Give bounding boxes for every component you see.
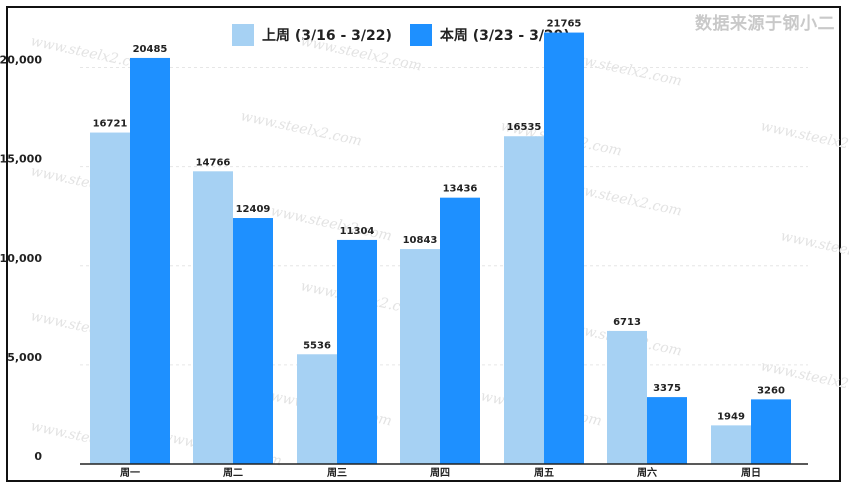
legend-swatch-last-week	[232, 24, 254, 46]
watermark-text: www.steelx2.com	[239, 108, 363, 149]
bar-last-week[interactable]	[607, 330, 647, 464]
bar-this-week[interactable]	[337, 239, 377, 464]
bar-this-week[interactable]	[647, 397, 687, 464]
bar-this-week[interactable]	[544, 32, 584, 464]
y-tick-label: 20,000	[0, 54, 42, 67]
y-tick-label: 0	[34, 450, 42, 463]
bar-this-week[interactable]	[751, 399, 791, 464]
bar-last-week[interactable]	[711, 425, 751, 464]
bar-last-week[interactable]	[193, 171, 233, 465]
y-tick-label: 5,000	[7, 351, 42, 364]
bar-value-label: 10843	[403, 235, 438, 246]
bar-value-label: 16535	[507, 122, 542, 133]
x-tick-label: 周一	[120, 467, 140, 479]
bar-value-label: 13436	[443, 184, 478, 195]
x-tick-label: 周五	[534, 467, 554, 479]
bar-value-label: 6713	[613, 317, 641, 328]
data-labels-layer: 16721 20485 14766 12409 5536 11304 10843 13436 1…	[93, 19, 785, 423]
legend-label-last-week: 上周 (3/16 - 3/22)	[262, 28, 392, 44]
bar-value-label: 5536	[303, 340, 331, 351]
source-note: 数据来源于钢小二	[695, 14, 835, 34]
chart-legend: 上周 (3/16 - 3/22) 本周 (3/23 - 3/29)	[232, 24, 570, 46]
legend-item-last-week[interactable]: 上周 (3/16 - 3/22)	[232, 24, 392, 46]
bar-this-week[interactable]	[233, 218, 273, 464]
x-axis: 周一 周二 周三 周四 周五 周六 周日	[80, 463, 808, 479]
watermark-text: www.steelx2.com	[269, 203, 393, 244]
bar-value-label: 3375	[653, 383, 681, 394]
y-tick-label: 15,000	[0, 153, 42, 166]
bar-last-week[interactable]	[90, 132, 130, 465]
bar-value-label: 14766	[196, 157, 231, 168]
bar-last-week[interactable]	[297, 354, 337, 464]
bar-value-label: 1949	[717, 411, 745, 422]
bar-value-label: 21765	[547, 19, 582, 30]
legend-swatch-this-week	[409, 24, 432, 46]
x-tick-label: 周日	[741, 467, 761, 479]
bar-last-week[interactable]	[400, 249, 440, 464]
bar-value-label: 12409	[236, 204, 271, 215]
bar-value-label: 3260	[757, 385, 785, 396]
bar-last-week[interactable]	[504, 136, 544, 464]
x-tick-label: 周二	[223, 467, 243, 479]
bars-layer	[90, 32, 791, 465]
bar-value-label: 20485	[133, 44, 168, 55]
legend-label-this-week: 本周 (3/23 - 3/29)	[439, 28, 570, 44]
watermark-text: www.steelx2.com	[299, 33, 423, 74]
watermark-text: www.steelx2.com	[759, 118, 849, 159]
legend-item-this-week[interactable]: 本周 (3/23 - 3/29)	[409, 24, 570, 46]
bar-value-label: 11304	[340, 226, 375, 237]
y-tick-label: 10,000	[0, 252, 42, 265]
bar-value-label: 16721	[93, 119, 128, 130]
watermark-text: www.steelx2.com	[779, 228, 849, 269]
x-tick-label: 周四	[430, 467, 450, 479]
y-axis: 0 5,000 10,000 15,000 20,000	[0, 54, 42, 463]
bar-this-week[interactable]	[440, 197, 480, 464]
x-tick-label: 周六	[637, 466, 657, 479]
bar-this-week[interactable]	[130, 57, 170, 465]
x-tick-label: 周三	[327, 467, 347, 479]
